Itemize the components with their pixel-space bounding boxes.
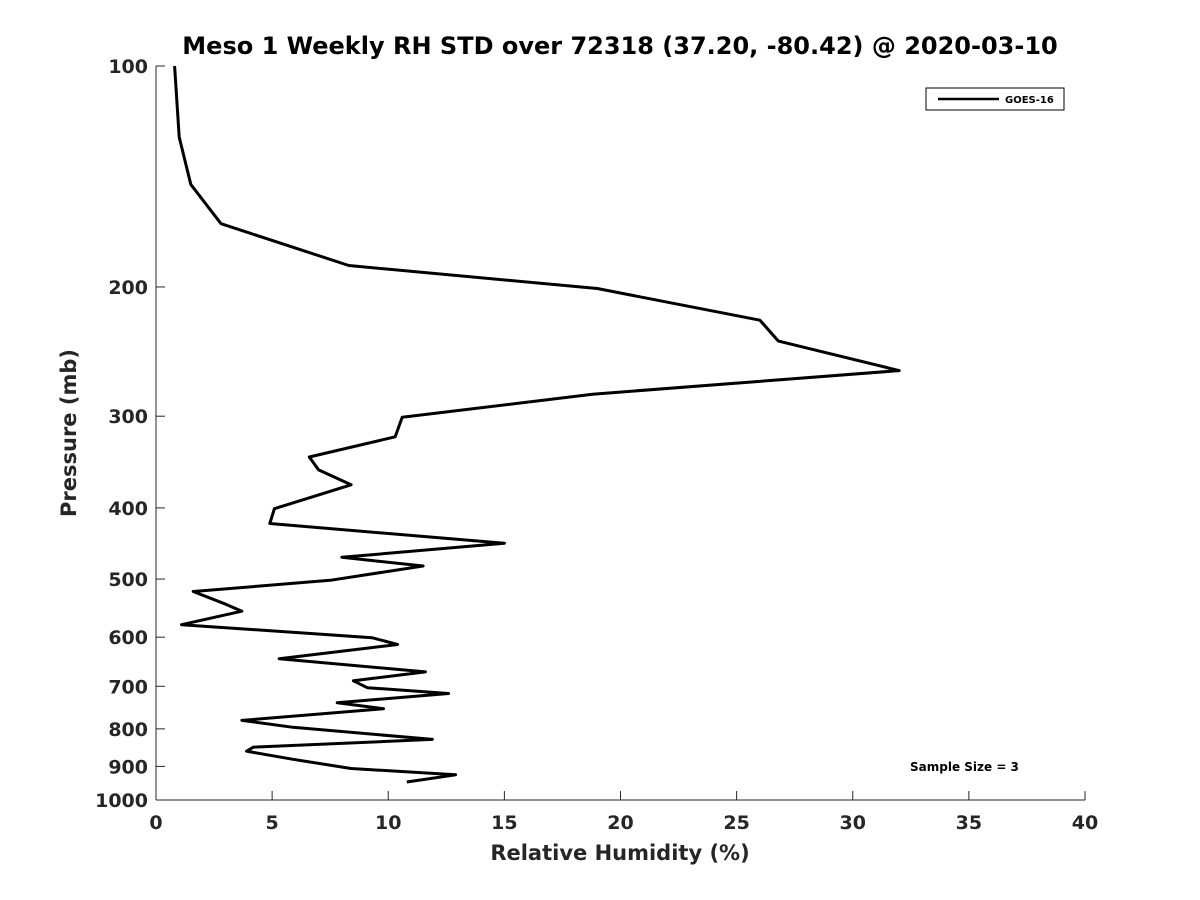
x-tick-label: 40: [1072, 812, 1098, 834]
y-tick-label: 200: [108, 277, 148, 299]
x-tick-label: 0: [149, 812, 162, 834]
y-tick-label: 900: [108, 756, 148, 778]
x-tick-label: 5: [266, 812, 279, 834]
y-tick-label: 700: [108, 676, 148, 698]
x-tick-label: 35: [956, 812, 982, 834]
x-axis-label: Relative Humidity (%): [490, 841, 749, 865]
x-tick-label: 25: [723, 812, 749, 834]
y-tick-label: 800: [108, 719, 148, 741]
y-tick-label: 300: [108, 406, 148, 428]
x-tick-label: 20: [607, 812, 633, 834]
series-line-goes-16: [173, 65, 901, 784]
y-tick-label: 1000: [95, 790, 148, 812]
x-tick-label: 30: [840, 812, 866, 834]
legend: GOES-16: [925, 87, 1065, 111]
y-axis-label: Pressure (mb): [57, 349, 81, 517]
chart-title: Meso 1 Weekly RH STD over 72318 (37.20, …: [182, 32, 1057, 60]
y-tick-label: 100: [108, 56, 148, 78]
legend-label-goes-16: GOES-16: [1005, 95, 1054, 106]
y-tick-label: 500: [108, 569, 148, 591]
y-tick-label: 600: [108, 627, 148, 649]
axes: 0 5 10 15 20 25 30 35 40 100 200 300 400 500 600 700 800…: [95, 56, 1098, 834]
x-tick-label: 15: [491, 812, 517, 834]
series-group: [173, 65, 901, 784]
y-tick-label: 400: [108, 498, 148, 520]
x-tick-label: 10: [375, 812, 401, 834]
sample-size-annotation: Sample Size = 3: [910, 760, 1019, 774]
